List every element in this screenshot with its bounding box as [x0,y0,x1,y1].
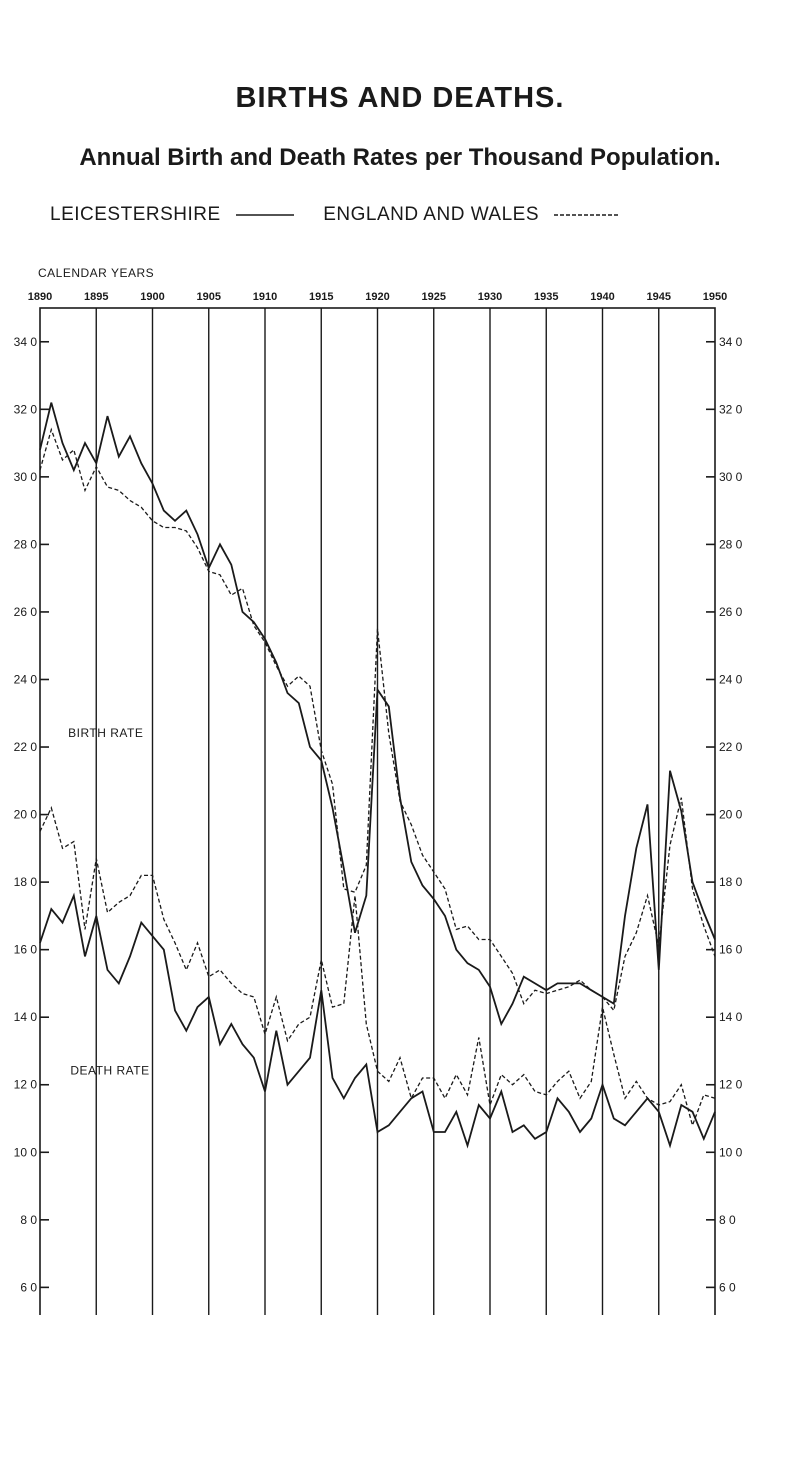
page-subtitle: Annual Birth and Death Rates per Thousan… [79,144,721,171]
y-tick-right-10: 10 0 [719,1145,743,1159]
x-tick-top-1920: 1920 [365,291,389,303]
series-death-leicestershire [39,892,716,1149]
y-tick-right-34: 34 0 [719,335,743,349]
y-tick-left-32: 32 0 [14,402,38,416]
y-tick-left-6: 6 0 [20,1280,37,1294]
x-axis-title: CALENDAR YEARS [38,266,154,280]
series-death-england-and-wales [39,805,716,1128]
legend-swatch-dashed [554,214,619,216]
x-tick-top-1900: 1900 [140,291,164,303]
y-tick-right-28: 28 0 [719,537,743,551]
x-tick-top-1925: 1925 [422,291,446,303]
y-tick-right-30: 30 0 [719,470,743,484]
births-deaths-chart: CALENDAR YEARS 1890 1895 1900 1905 1910 1915 1… [14,266,743,1315]
page-title: BIRTHS AND DEATHS. [235,82,565,114]
series-layer [39,402,716,1149]
y-tick-left-10: 10 0 [14,1145,38,1159]
x-tick-top-1935: 1935 [534,291,558,303]
y-tick-right-14: 14 0 [719,1010,743,1024]
series-birth-england-and-wales [39,427,716,1012]
y-tick-left-34: 34 0 [14,335,38,349]
y-tick-right-20: 20 0 [719,808,743,822]
y-tick-left-30: 30 0 [14,470,38,484]
legend-label-england-wales: ENGLAND AND WALES [323,204,540,225]
y-tick-right-22: 22 0 [719,740,743,754]
y-tick-right-26: 26 0 [719,605,743,619]
vertical-gridlines [95,308,660,1315]
x-tick-top-1905: 1905 [197,291,221,303]
plot-frame [39,307,716,1315]
y-tick-right-18: 18 0 [719,875,743,889]
x-tick-top-1940: 1940 [590,291,614,303]
x-tick-top-1915: 1915 [309,291,333,303]
y-tick-right-16: 16 0 [719,943,743,957]
y-axis-ticks-left: 2 04 06 08 010 012 014 016 018 020 022 0… [14,335,49,1294]
y-tick-left-16: 16 0 [14,943,38,957]
y-tick-right-12: 12 0 [719,1078,743,1092]
x-axis-ticks-top: 1890 1895 1900 1905 1910 1915 1920 1925 1930 1935… [28,291,727,303]
x-tick-top-1950: 1950 [703,291,727,303]
y-tick-left-8: 8 0 [20,1213,37,1227]
x-tick-top-1890: 1890 [28,291,52,303]
legend-label-leicestershire: LEICESTERSHIRE [50,204,221,225]
x-tick-top-1910: 1910 [253,291,277,303]
y-tick-right-24: 24 0 [719,672,743,686]
death-rate-label: DEATH RATE [70,1064,149,1078]
y-tick-left-20: 20 0 [14,808,38,822]
y-axis-ticks-right: 2 04 06 08 010 012 014 016 018 020 022 0… [706,335,743,1294]
x-tick-top-1895: 1895 [84,291,108,303]
legend-swatch-solid [235,214,294,216]
birth-rate-label: BIRTH RATE [68,726,143,740]
y-tick-left-26: 26 0 [14,605,38,619]
y-tick-left-18: 18 0 [14,875,38,889]
x-tick-top-1930: 1930 [478,291,502,303]
y-tick-left-14: 14 0 [14,1010,38,1024]
x-tick-top-1945: 1945 [647,291,671,303]
y-tick-left-28: 28 0 [14,537,38,551]
legend: LEICESTERSHIRE ENGLAND AND WALES [50,204,770,226]
y-tick-left-22: 22 0 [14,740,38,754]
y-tick-left-24: 24 0 [14,672,38,686]
y-tick-right-8: 8 0 [719,1213,736,1227]
y-tick-right-32: 32 0 [719,402,743,416]
y-tick-left-12: 12 0 [14,1078,38,1092]
y-tick-right-6: 6 0 [719,1280,736,1294]
